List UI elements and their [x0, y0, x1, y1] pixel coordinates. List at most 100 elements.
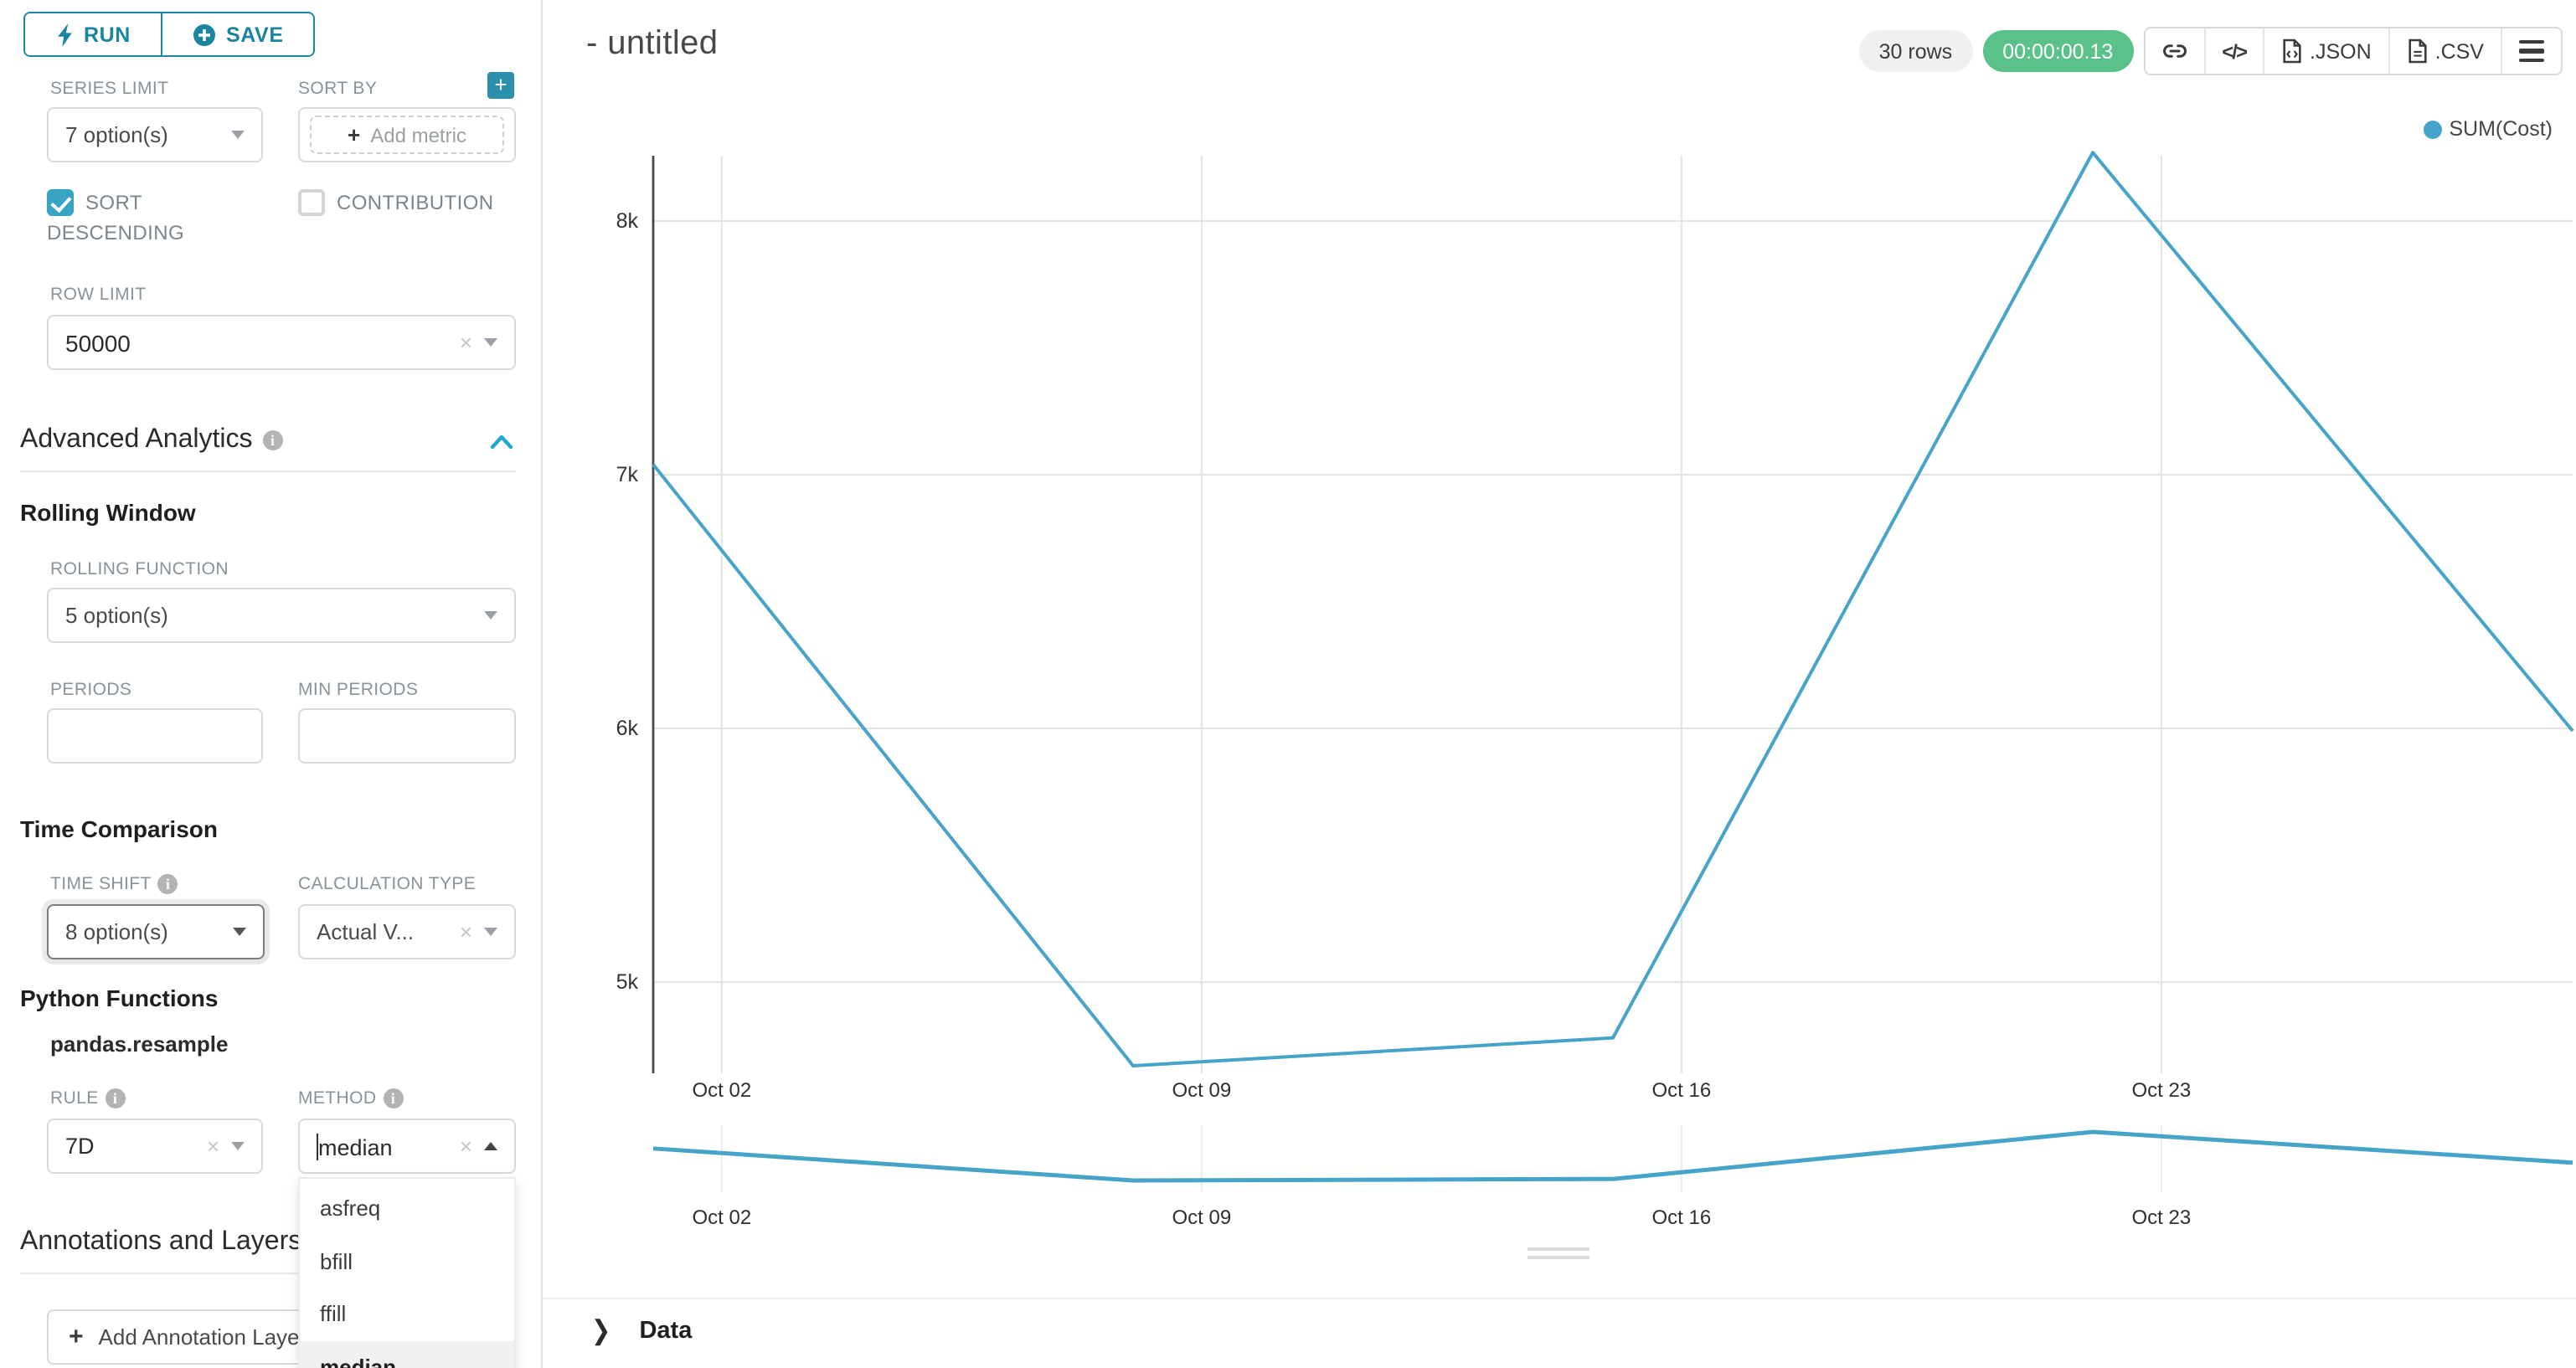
- add-annotation-layer-label: Add Annotation Layer: [99, 1324, 307, 1350]
- svg-text:Oct 23: Oct 23: [2132, 1079, 2192, 1102]
- run-save-button-group: RUN SAVE: [23, 12, 316, 57]
- sort-by-field[interactable]: + Add metric: [298, 107, 516, 162]
- svg-text:Oct 09: Oct 09: [1172, 1206, 1232, 1229]
- svg-text:Oct 02: Oct 02: [693, 1079, 752, 1102]
- chevron-down-icon: [484, 928, 497, 936]
- data-pane-title: Data: [639, 1317, 692, 1344]
- clear-icon[interactable]: ×: [460, 919, 472, 944]
- method-option-ffill[interactable]: ffill: [300, 1288, 514, 1340]
- svg-text:7k: 7k: [616, 463, 639, 486]
- chevron-down-icon: [484, 611, 497, 620]
- min-periods-label: MIN PERIODS: [298, 680, 418, 700]
- python-functions-title: Python Functions: [20, 985, 218, 1011]
- row-limit-value: 50000: [65, 329, 453, 356]
- clear-icon[interactable]: ×: [460, 330, 472, 355]
- control-panel-sidebar: RUN SAVE SERIES LIMIT SORT BY + 7 option…: [0, 0, 543, 1368]
- svg-text:5k: 5k: [616, 970, 639, 994]
- series-limit-label: SERIES LIMIT: [50, 79, 168, 99]
- calculation-type-select[interactable]: Actual V... ×: [298, 904, 516, 959]
- method-dropdown-menu: asfreqbfillffillmedian: [298, 1177, 516, 1368]
- method-label: METHOD i: [298, 1088, 403, 1108]
- annotations-layers-title: Annotations and Layers: [20, 1227, 301, 1257]
- method-option-median[interactable]: median: [300, 1340, 514, 1368]
- contribution-checkbox-row[interactable]: CONTRIBUTION: [298, 188, 541, 218]
- add-metric-dropzone[interactable]: + Add metric: [310, 116, 504, 154]
- rule-select[interactable]: 7D ×: [47, 1119, 263, 1174]
- time-shift-select[interactable]: 8 option(s): [47, 904, 265, 959]
- sort-descending-checkbox[interactable]: [47, 189, 74, 216]
- sort-descending-checkbox-row[interactable]: SORT DESCENDING: [47, 188, 214, 248]
- chevron-down-icon: [231, 1142, 245, 1150]
- chevron-right-icon: ❯: [591, 1314, 611, 1346]
- line-chart-canvas[interactable]: 5k 6k 7k 8k Oct 02 Oct 09 Oct 16 Oct 23 Oct 02 Oc…: [543, 0, 2576, 1368]
- time-shift-value: 8 option(s): [65, 919, 233, 944]
- superset-explore-page: RUN SAVE SERIES LIMIT SORT BY + 7 option…: [0, 0, 2576, 1368]
- method-value: median: [317, 1133, 453, 1160]
- data-pane-divider: [543, 1298, 2576, 1299]
- annotations-layers-header[interactable]: Annotations and Layers: [20, 1227, 301, 1257]
- add-metric-plus-icon[interactable]: +: [487, 72, 514, 99]
- svg-text:Oct 02: Oct 02: [693, 1206, 752, 1229]
- chevron-up-icon[interactable]: [489, 434, 514, 450]
- add-annotation-layer-button[interactable]: + Add Annotation Layer: [47, 1309, 332, 1365]
- run-button-label: RUN: [84, 23, 131, 46]
- time-shift-label-text: TIME SHIFT: [50, 874, 152, 894]
- clear-icon[interactable]: ×: [207, 1134, 219, 1159]
- rule-label: RULE i: [50, 1088, 126, 1108]
- series-limit-value: 7 option(s): [65, 122, 231, 147]
- calculation-type-label: CALCULATION TYPE: [298, 874, 476, 894]
- svg-text:Oct 16: Oct 16: [1652, 1079, 1712, 1102]
- contribution-label: CONTRIBUTION: [337, 191, 493, 214]
- pandas-resample-label: pandas.resample: [50, 1031, 228, 1057]
- chevron-up-icon: [484, 1142, 497, 1150]
- info-icon[interactable]: i: [263, 430, 283, 450]
- svg-text:Oct 16: Oct 16: [1652, 1206, 1712, 1229]
- periods-label: PERIODS: [50, 680, 131, 700]
- info-icon[interactable]: i: [106, 1088, 126, 1108]
- advanced-analytics-title: Advanced Analytics: [20, 425, 253, 455]
- svg-text:6k: 6k: [616, 717, 639, 740]
- rolling-window-title: Rolling Window: [20, 499, 196, 526]
- method-combobox[interactable]: median ×: [298, 1119, 516, 1174]
- chevron-down-icon: [233, 928, 246, 936]
- method-option-asfreq[interactable]: asfreq: [300, 1182, 514, 1235]
- row-limit-label: ROW LIMIT: [50, 285, 146, 305]
- add-metric-placeholder: Add metric: [370, 123, 466, 147]
- rolling-function-select[interactable]: 5 option(s): [47, 588, 516, 643]
- calculation-type-value: Actual V...: [317, 919, 453, 944]
- run-button[interactable]: RUN: [25, 13, 161, 55]
- pane-resize-handle[interactable]: [1528, 1247, 1589, 1263]
- rolling-function-label: ROLLING FUNCTION: [50, 559, 229, 579]
- method-label-text: METHOD: [298, 1088, 376, 1108]
- time-comparison-title: Time Comparison: [20, 815, 218, 842]
- svg-text:Oct 23: Oct 23: [2132, 1206, 2192, 1229]
- plus-circle-icon: [193, 23, 216, 46]
- save-button[interactable]: SAVE: [161, 13, 314, 55]
- periods-input[interactable]: [47, 708, 263, 764]
- plus-icon: +: [69, 1323, 84, 1351]
- rule-value: 7D: [65, 1134, 200, 1159]
- plus-icon: +: [348, 122, 360, 147]
- rule-label-text: RULE: [50, 1088, 99, 1108]
- chevron-down-icon: [484, 338, 497, 347]
- rolling-function-value: 5 option(s): [65, 603, 484, 628]
- save-button-label: SAVE: [226, 23, 284, 46]
- time-shift-label: TIME SHIFT i: [50, 874, 178, 894]
- method-value-text: median: [318, 1134, 393, 1160]
- info-icon[interactable]: i: [383, 1088, 403, 1108]
- data-pane-toggle[interactable]: ❯ Data: [591, 1316, 692, 1345]
- section-divider: [20, 471, 516, 472]
- method-option-bfill[interactable]: bfill: [300, 1235, 514, 1288]
- clear-icon[interactable]: ×: [460, 1134, 472, 1159]
- svg-text:Oct 09: Oct 09: [1172, 1079, 1232, 1102]
- series-limit-select[interactable]: 7 option(s): [47, 107, 263, 162]
- row-limit-select[interactable]: 50000 ×: [47, 315, 516, 370]
- lightning-icon: [55, 23, 74, 46]
- advanced-analytics-header[interactable]: Advanced Analytics i: [20, 425, 283, 455]
- svg-text:8k: 8k: [616, 209, 639, 233]
- chevron-down-icon: [231, 131, 245, 139]
- chart-panel: - untitled 30 rows 00:00:00.13 </> .JSON: [543, 0, 2576, 1368]
- info-icon[interactable]: i: [158, 874, 178, 894]
- contribution-checkbox[interactable]: [298, 189, 325, 216]
- min-periods-input[interactable]: [298, 708, 516, 764]
